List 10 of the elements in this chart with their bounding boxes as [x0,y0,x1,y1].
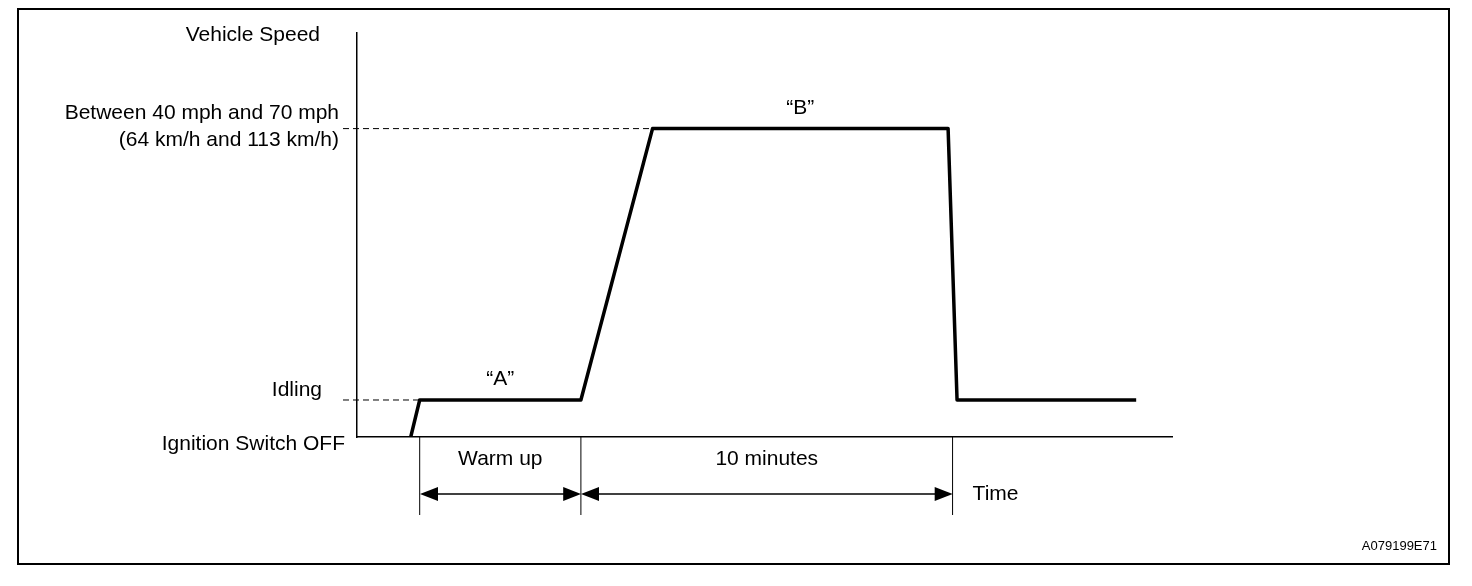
text: Warm up [458,445,543,469]
x-axis-title: Time [972,480,1019,504]
ref-line-label: Between 40 mph and 70 mph (64 km/h and 113 km/h) [64,99,339,150]
ref-line-label: Idling [271,376,322,400]
annotation: “A” [486,366,515,390]
text: A079199E71 [1361,537,1437,553]
y-axis-title: Vehicle Speed [185,21,320,45]
ref-line-label: Ignition Switch OFF [161,430,345,454]
text: 10 minutes [715,445,819,469]
annotation: “B” [786,94,815,118]
